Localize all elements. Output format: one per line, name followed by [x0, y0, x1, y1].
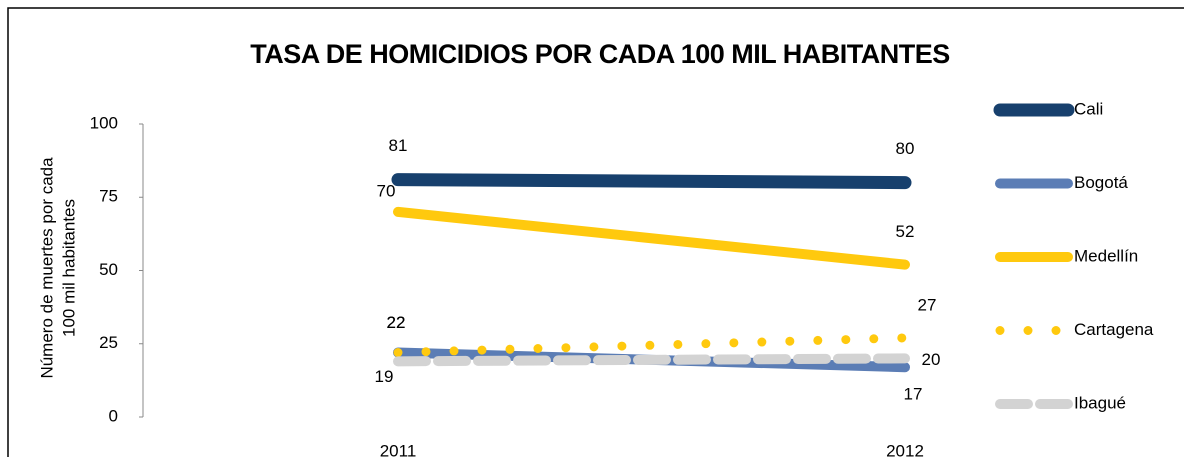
y-tick-label: 25 [99, 333, 118, 352]
legend-label: Medellín [1074, 246, 1138, 265]
series-line [393, 206, 910, 270]
data-label: 19 [375, 367, 394, 386]
data-label: 52 [896, 222, 915, 241]
data-label: 80 [896, 139, 915, 158]
y-axis-title: Número de muertes por cada 100 mil habit… [37, 157, 78, 379]
y-tick-label: 50 [99, 260, 118, 279]
data-label: 22 [387, 313, 406, 332]
x-tick-label: 2012 [886, 441, 924, 457]
data-label: 27 [918, 295, 937, 314]
y-tick-label: 75 [99, 187, 118, 206]
data-label: 70 [377, 181, 396, 200]
chart-title: TASA DE HOMICIDIOS POR CADA 100 MIL HABI… [250, 39, 950, 69]
legend-label: Bogotá [1074, 173, 1128, 192]
data-label: 17 [904, 385, 923, 404]
legend-label: Cartagena [1074, 320, 1154, 339]
series-line [391, 173, 912, 190]
y-tick-label: 100 [90, 113, 118, 132]
data-label: 22 [387, 313, 406, 332]
y-axis-title-line: 100 mil habitantes [59, 199, 78, 337]
x-tick-label: 2011 [380, 441, 417, 457]
legend-label: Ibagué [1074, 393, 1126, 412]
y-tick-label: 0 [109, 406, 118, 425]
series-line [393, 333, 910, 358]
legend-label: Cali [1074, 99, 1103, 118]
data-label: 81 [389, 136, 408, 155]
y-axis-title-line: Número de muertes por cada [37, 157, 56, 379]
series-line [393, 353, 910, 367]
data-label: 20 [922, 350, 941, 369]
